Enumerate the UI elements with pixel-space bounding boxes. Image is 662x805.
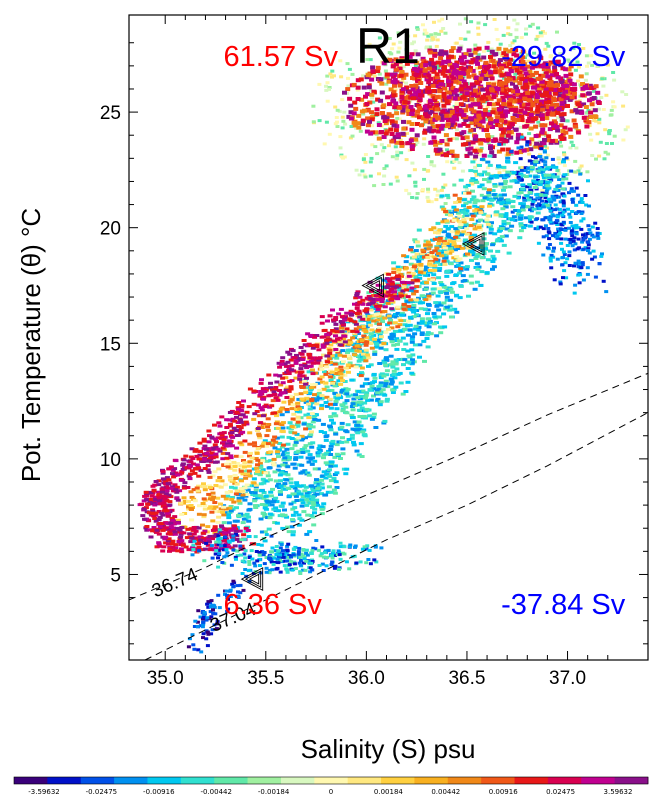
- colorbar-label: -0.00442: [200, 788, 231, 796]
- y-tick-label: 10: [100, 450, 121, 471]
- colorbar-swatch: [14, 777, 48, 784]
- colorbar-swatch: [214, 777, 248, 784]
- mean-marker: [361, 273, 384, 298]
- colorbar-swatch: [114, 777, 148, 784]
- transport-label: -29.82 Sv: [501, 41, 626, 73]
- colorbar-swatch: [381, 777, 415, 784]
- colorbar-label: -3.59632: [28, 788, 59, 796]
- colorbar-label: -0.02475: [86, 788, 117, 796]
- plot-frame: [128, 14, 649, 661]
- y-tick-label: 5: [110, 565, 121, 586]
- colorbar-label: 0.02475: [546, 788, 575, 796]
- mean-marker: [240, 567, 264, 592]
- colorbar-swatch: [481, 777, 515, 784]
- colorbar: -3.59632 -0.02475 -0.00916 -0.00442 -0.00184…: [13, 776, 649, 796]
- mean-marker: [248, 573, 260, 585]
- colorbar-swatch: [247, 777, 282, 784]
- colorbar-swatch: [414, 777, 449, 784]
- y-tick-label: 25: [100, 103, 121, 124]
- colorbar-swatch: [47, 777, 82, 784]
- colorbar-swatch: [180, 777, 215, 784]
- y-tick-label: 15: [100, 334, 121, 355]
- colorbar-label: -0.00184: [258, 788, 290, 796]
- mean-marker: [470, 238, 481, 250]
- y-axis-title: Pot. Temperature (θ) °C: [16, 208, 46, 482]
- colorbar-swatch: [447, 777, 482, 784]
- contour-line: [144, 412, 648, 660]
- colorbar-frame: [13, 776, 649, 785]
- colorbar-label: 0.00442: [431, 788, 460, 796]
- colorbar-swatch: [80, 777, 115, 784]
- x-tick-label: 35.0: [147, 668, 184, 689]
- colorbar-swatch: [280, 777, 315, 784]
- mean-markers: [240, 231, 485, 592]
- colorbar-label: 0: [329, 788, 333, 796]
- colorbar-swatch: [514, 777, 549, 784]
- axis-ticks: 35.0 35.5 36.0 36.5 37.0 5 10 15 20 25: [100, 15, 648, 689]
- chart-title: R1: [356, 18, 420, 74]
- colorbar-swatch: [347, 777, 382, 784]
- colorbar-label: 0.00916: [489, 788, 518, 796]
- mean-marker: [466, 235, 483, 253]
- mean-marker: [365, 276, 382, 295]
- x-axis-title: Salinity (S) psu: [301, 734, 476, 764]
- x-tick-label: 36.0: [348, 668, 385, 689]
- data-cloud: [137, 17, 630, 654]
- transport-annotations: 61.57 Sv -29.82 Sv 6.36 Sv -37.84 Sv: [224, 41, 626, 621]
- contour-label: 36.74: [149, 564, 201, 602]
- x-tick-label: 36.5: [448, 668, 485, 689]
- mean-marker: [244, 570, 262, 588]
- colorbar-label: 0.00184: [374, 788, 403, 796]
- transport-label: 6.36 Sv: [224, 589, 323, 621]
- y-tick-label: 20: [100, 219, 121, 240]
- transport-label: -37.84 Sv: [501, 589, 626, 621]
- x-tick-label: 35.5: [247, 668, 284, 689]
- colorbar-label: 3.59632: [604, 788, 633, 796]
- colorbar-swatch: [614, 777, 649, 784]
- transport-label: 61.57 Sv: [224, 41, 339, 73]
- colorbar-swatch: [147, 777, 182, 784]
- colorbar-label: -0.00916: [143, 788, 175, 796]
- chart-text: R1 Salinity (S) psu Pot. Temperature (θ)…: [16, 18, 475, 764]
- colorbar-swatch: [581, 777, 616, 784]
- mean-marker: [462, 231, 485, 256]
- x-tick-label: 37.0: [549, 668, 586, 689]
- mean-marker: [369, 279, 380, 292]
- colorbar-swatch: [547, 777, 582, 784]
- colorbar-swatch: [314, 777, 349, 784]
